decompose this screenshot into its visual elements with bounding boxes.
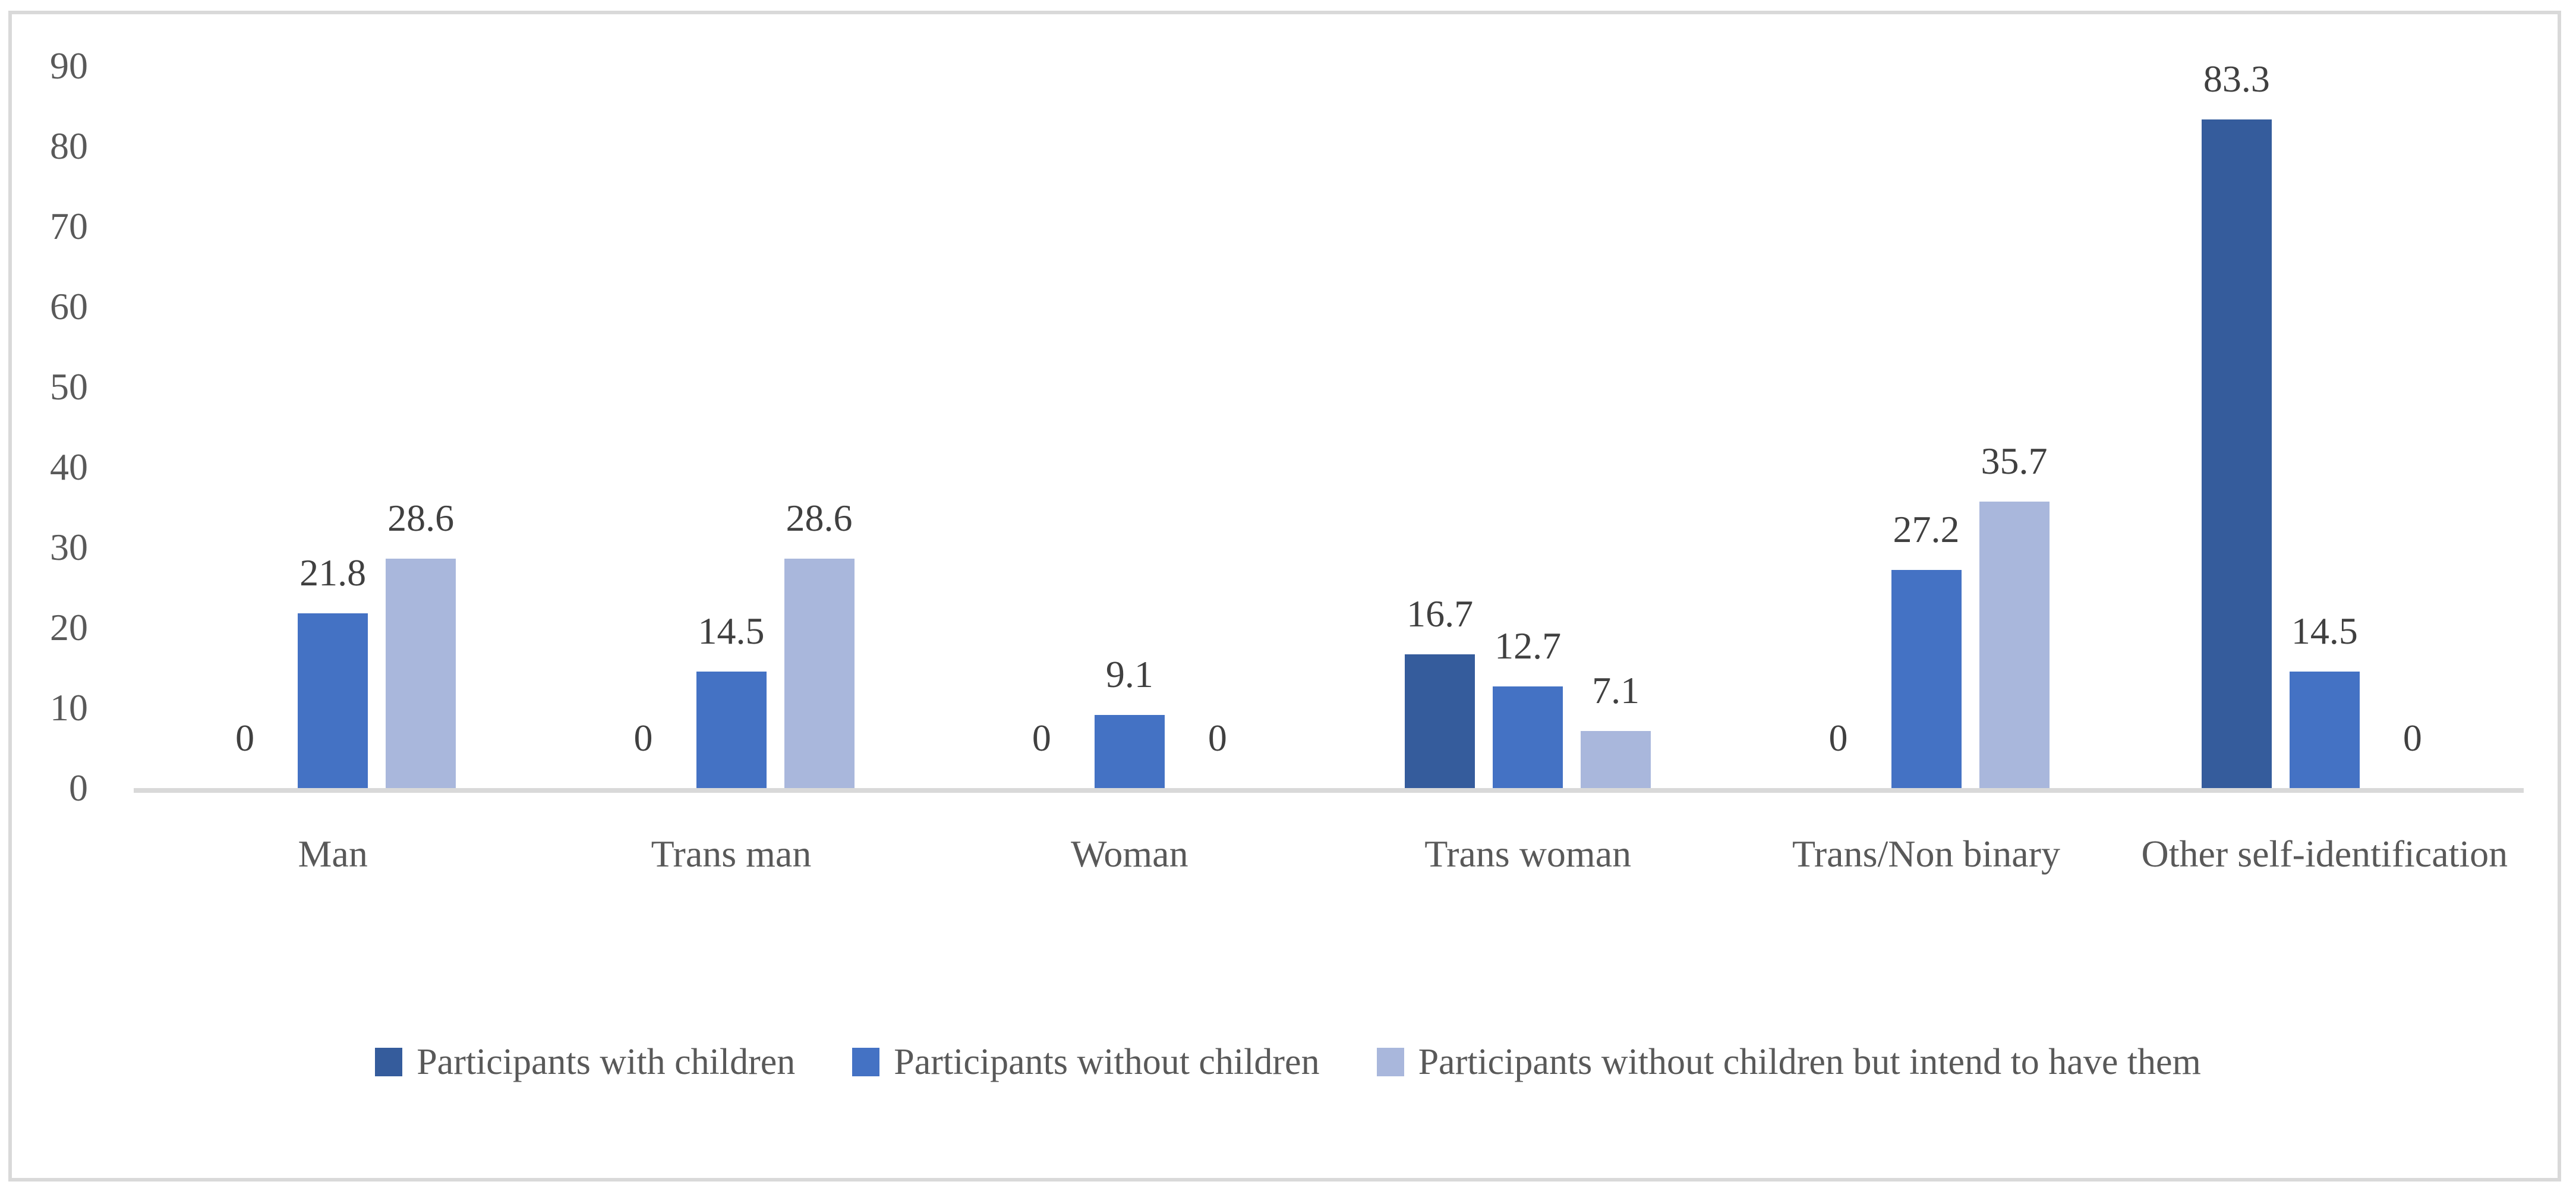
y-tick-label: 60 [50, 285, 88, 327]
bar-value-label: 0 [1828, 717, 1848, 759]
bar [1979, 502, 2050, 788]
bar-value-label: 0 [2402, 717, 2422, 759]
bar-value-label: 83.3 [2203, 58, 2270, 100]
bar-value-label: 14.5 [2291, 610, 2358, 652]
legend-swatch [1376, 1048, 1404, 1076]
legend-label: Participants without children [894, 1041, 1320, 1082]
y-tick-label: 50 [50, 366, 88, 408]
bar-value-label: 0 [1207, 717, 1227, 759]
bar-value-label: 0 [235, 717, 255, 759]
category-label: Trans/Non binary [1792, 833, 2060, 875]
y-tick-label: 40 [50, 446, 88, 488]
bar-value-label: 0 [633, 717, 653, 759]
y-tick-label: 10 [50, 686, 88, 729]
bar [386, 559, 456, 788]
bar [2201, 119, 2272, 788]
y-tick-label: 70 [50, 205, 88, 247]
bar [1493, 686, 1563, 788]
bar-value-label: 0 [1032, 717, 1051, 759]
bar [1581, 731, 1651, 788]
bar-value-label: 7.1 [1592, 669, 1640, 711]
bar-value-label: 28.6 [786, 497, 853, 539]
y-tick-label: 80 [50, 125, 88, 167]
chart-legend: Participants with children Participants w… [0, 1029, 2576, 1095]
legend-item: Participants without children but intend… [1376, 1041, 2201, 1083]
bar [298, 613, 368, 788]
y-tick-label: 90 [50, 45, 88, 87]
category-label: Woman [1071, 833, 1188, 875]
legend-swatch [852, 1048, 880, 1076]
category-label: Trans woman [1424, 833, 1632, 875]
legend-label: Participants without children but intend… [1418, 1041, 2201, 1082]
category-label: Trans man [651, 833, 812, 875]
legend-label: Participants with children [417, 1041, 796, 1082]
bar-value-label: 35.7 [1981, 440, 2048, 482]
bar-value-label: 16.7 [1407, 593, 1474, 635]
y-tick-label: 30 [50, 526, 88, 568]
y-tick-label: 20 [50, 606, 88, 648]
bar-value-label: 21.8 [299, 552, 367, 594]
category-label: Man [298, 833, 368, 875]
bar-value-label: 28.6 [387, 497, 455, 539]
bar [1405, 654, 1475, 788]
bar [784, 559, 855, 788]
bar [2289, 672, 2360, 788]
legend-item: Participants without children [852, 1041, 1320, 1083]
bar [1094, 715, 1165, 788]
bar-value-label: 9.1 [1105, 653, 1153, 695]
y-tick-label: 0 [69, 767, 88, 809]
bar-value-label: 12.7 [1494, 625, 1562, 667]
legend-item: Participants with children [375, 1041, 795, 1083]
category-label: Other self-identification [2141, 833, 2508, 875]
bar [1891, 570, 1962, 788]
bar-value-label: 14.5 [698, 610, 765, 652]
legend-swatch [375, 1048, 403, 1076]
bar [696, 672, 767, 788]
x-axis-line [134, 788, 2524, 793]
bar-value-label: 27.2 [1893, 508, 1960, 550]
